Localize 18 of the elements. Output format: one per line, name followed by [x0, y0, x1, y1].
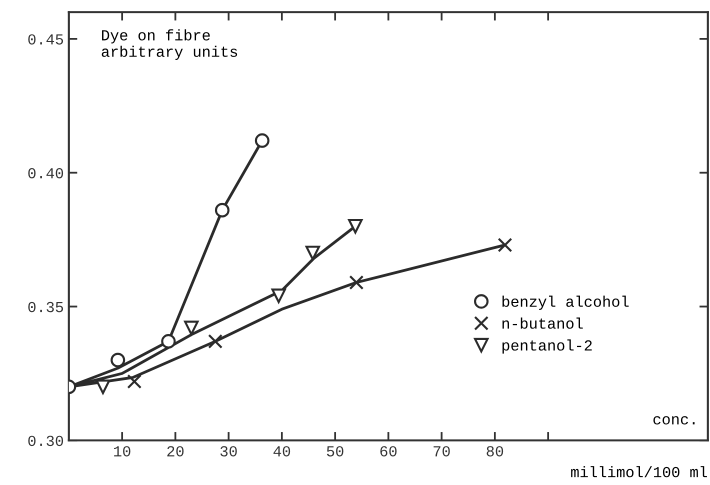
- legend-label: pentanol-2: [502, 339, 592, 354]
- legend-label: benzyl alcohol: [502, 296, 629, 310]
- y-tick-label: 0.30: [28, 436, 64, 446]
- x-tick-label: 30: [220, 446, 237, 456]
- legend-label: n-butanol: [502, 318, 583, 329]
- x-tick-label: 10: [114, 446, 130, 456]
- y-tick-label: 0.40: [28, 168, 64, 178]
- x-tick-label: 60: [380, 446, 397, 456]
- x-tick-label: 20: [167, 446, 184, 456]
- x-tick-label: 40: [273, 446, 290, 456]
- x-axis-title: millimol/100 ml: [571, 466, 708, 478]
- x-tick-label: 80: [486, 446, 504, 456]
- x-tick-label: 70: [434, 446, 450, 456]
- y-tick-label: 0.45: [28, 34, 64, 45]
- y-axis-title: Dye on fibre arbitrary units: [102, 29, 238, 60]
- x-tick-label: 50: [326, 446, 344, 456]
- annotation: conc.: [653, 416, 695, 425]
- y-tick-label: 0.35: [28, 302, 64, 312]
